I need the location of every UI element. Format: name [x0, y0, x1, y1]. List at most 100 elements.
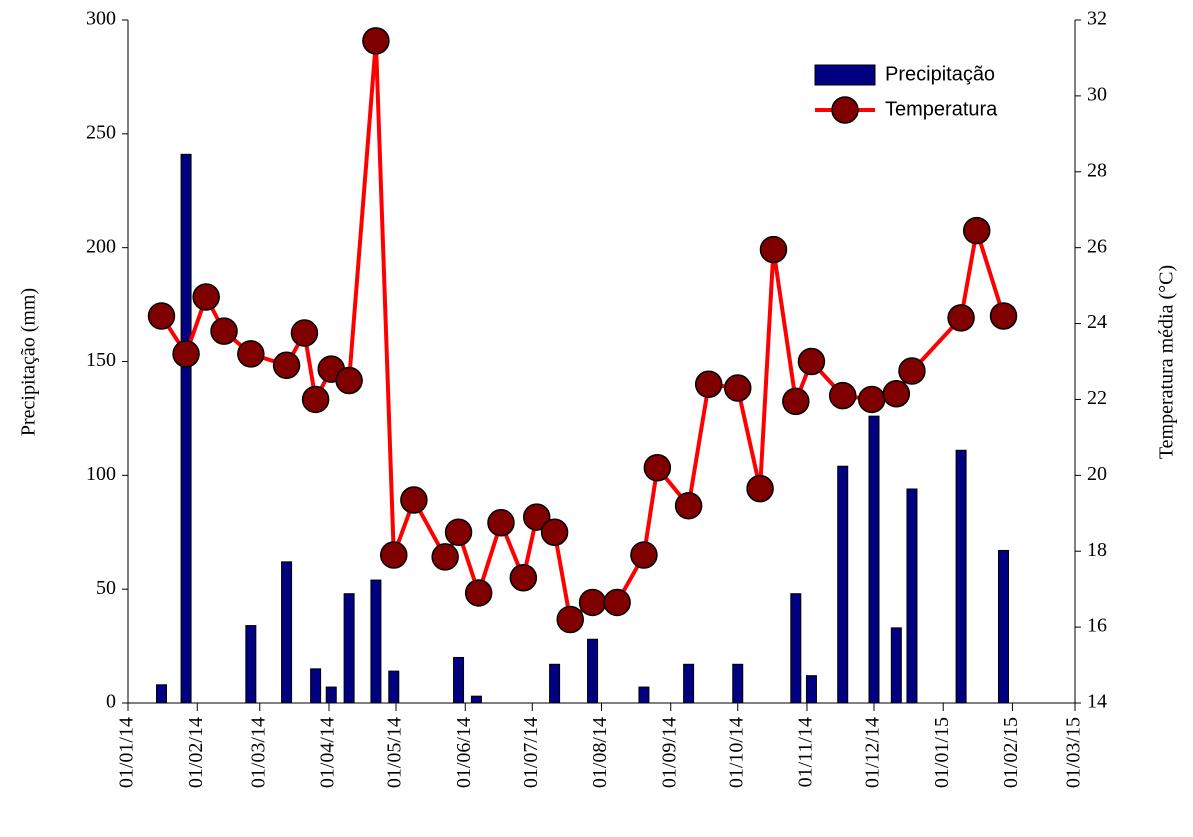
- y2-tick-label: 32: [1087, 8, 1107, 30]
- marker: [487, 509, 515, 537]
- marker: [947, 304, 975, 332]
- y-tick-label: 300: [86, 8, 116, 30]
- marker: [746, 474, 774, 503]
- legend-label: Precipitação: [885, 63, 995, 85]
- marker: [210, 317, 238, 345]
- bar: [281, 561, 293, 704]
- x-tick-label: 01/09/14: [658, 717, 680, 788]
- bar: [325, 686, 337, 704]
- bar: [470, 695, 482, 704]
- y2-tick-label: 30: [1087, 83, 1107, 105]
- bar: [180, 153, 192, 704]
- marker: [898, 357, 926, 385]
- y2-tick-label: 20: [1087, 463, 1107, 485]
- y2-tick-label: 16: [1087, 615, 1107, 637]
- marker: [192, 283, 220, 311]
- marker: [989, 302, 1018, 330]
- marker: [444, 518, 473, 546]
- x-tick-label: 01/07/14: [520, 717, 542, 788]
- marker: [301, 385, 330, 414]
- y2-tick-label: 22: [1087, 387, 1107, 409]
- marker: [431, 543, 459, 571]
- marker: [335, 366, 363, 395]
- marker: [522, 503, 551, 531]
- bar: [790, 593, 802, 704]
- legend-marker: [831, 96, 859, 124]
- y2-tick-label: 18: [1087, 539, 1107, 561]
- y-tick-label: 100: [86, 463, 116, 485]
- bar: [388, 670, 400, 704]
- bar: [955, 449, 967, 704]
- y-tick-label: 50: [96, 577, 116, 599]
- marker: [290, 319, 319, 347]
- legend-swatch: [814, 64, 876, 86]
- marker: [630, 541, 658, 569]
- x-tick-label: 01/02/15: [1000, 717, 1022, 788]
- y-tick-label: 150: [86, 349, 116, 371]
- x-tick-label: 01/02/14: [185, 717, 207, 788]
- bar: [805, 675, 817, 704]
- x-tick-label: 01/10/14: [725, 717, 747, 788]
- x-tick-label: 01/05/14: [384, 717, 406, 788]
- y2-tick-label: 24: [1087, 311, 1107, 333]
- x-tick-label: 01/03/14: [247, 717, 269, 788]
- y-tick-label: 200: [86, 235, 116, 257]
- marker: [578, 588, 607, 617]
- marker: [962, 216, 991, 245]
- x-tick-label: 01/08/14: [589, 717, 611, 788]
- y2-tick-label: 26: [1087, 235, 1107, 257]
- marker: [694, 370, 723, 399]
- y2-tick-label: 28: [1087, 159, 1107, 181]
- legend-label: Temperatura: [885, 98, 998, 120]
- marker: [509, 564, 538, 592]
- bar: [683, 663, 695, 704]
- marker: [400, 486, 428, 514]
- bar: [245, 625, 257, 704]
- bar: [310, 668, 322, 704]
- x-tick-label: 01/04/14: [317, 717, 339, 788]
- bar: [890, 627, 902, 704]
- bar: [587, 638, 599, 704]
- x-tick-label: 01/12/14: [862, 717, 884, 788]
- y2-tick-label: 14: [1087, 691, 1107, 713]
- marker: [603, 588, 631, 617]
- marker: [172, 340, 200, 368]
- x-tick-label: 01/06/14: [453, 717, 475, 788]
- bar: [638, 686, 650, 704]
- marker: [380, 541, 408, 569]
- y-tick-label: 0: [106, 691, 116, 713]
- marker: [674, 491, 703, 520]
- marker: [464, 579, 493, 607]
- y-axis-label: Precipitação (mm): [18, 288, 40, 436]
- bar: [998, 549, 1010, 704]
- marker: [556, 605, 584, 634]
- marker: [759, 235, 788, 264]
- marker: [540, 518, 569, 546]
- bar: [453, 656, 465, 704]
- bar: [732, 663, 744, 704]
- bar: [343, 593, 355, 704]
- marker: [643, 453, 672, 482]
- marker: [147, 302, 176, 330]
- marker: [362, 27, 390, 55]
- bar: [549, 663, 561, 704]
- bar: [906, 488, 918, 704]
- bar: [837, 465, 849, 704]
- marker: [858, 385, 886, 414]
- marker: [237, 340, 265, 368]
- x-tick-label: 01/03/15: [1063, 717, 1085, 788]
- x-tick-label: 01/11/14: [795, 717, 817, 787]
- marker: [882, 380, 911, 408]
- x-tick-label: 01/01/15: [931, 717, 953, 788]
- bar: [156, 684, 168, 704]
- marker: [723, 374, 752, 402]
- x-tick-label: 01/01/14: [116, 717, 138, 788]
- marker: [797, 347, 826, 376]
- y2-axis-label: Temperatura média (°C): [1156, 265, 1178, 459]
- bar: [370, 579, 382, 704]
- y-tick-label: 250: [86, 121, 116, 143]
- bar: [868, 415, 880, 704]
- marker: [272, 351, 301, 380]
- marker: [828, 381, 857, 410]
